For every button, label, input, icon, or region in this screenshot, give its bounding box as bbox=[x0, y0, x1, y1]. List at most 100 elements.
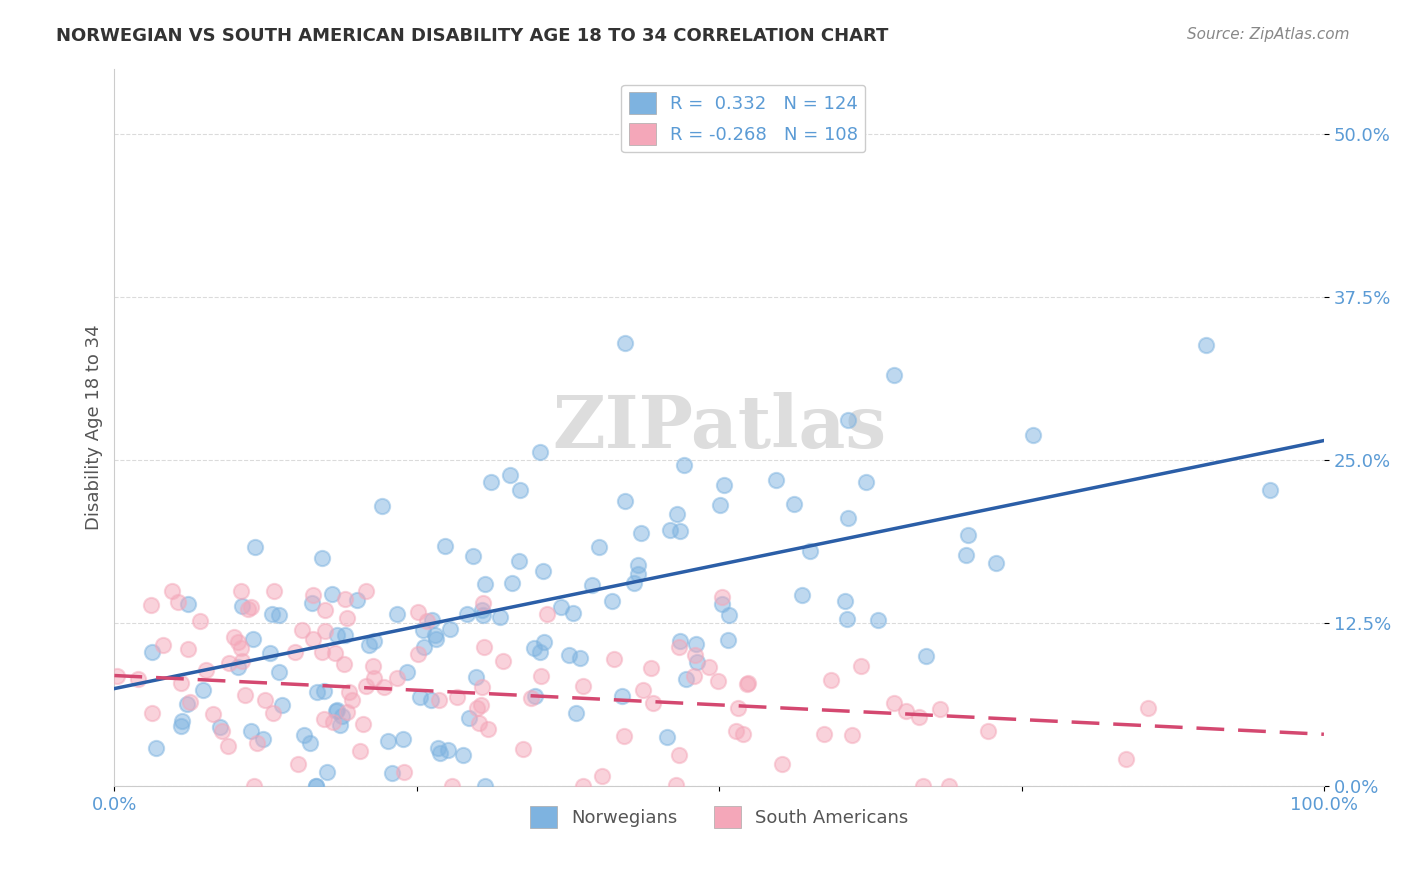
Point bbox=[315, 765, 337, 780]
Point bbox=[783, 497, 806, 511]
Point bbox=[291, 623, 314, 637]
Point bbox=[325, 704, 347, 718]
Point bbox=[336, 705, 359, 719]
Point bbox=[226, 660, 249, 674]
Point bbox=[894, 704, 917, 718]
Point bbox=[392, 765, 415, 780]
Point bbox=[145, 740, 167, 755]
Point bbox=[322, 715, 344, 730]
Point bbox=[682, 669, 704, 683]
Point bbox=[710, 597, 733, 611]
Point bbox=[1115, 752, 1137, 766]
Point bbox=[957, 527, 980, 541]
Text: ZIPatlas: ZIPatlas bbox=[553, 392, 886, 463]
Point bbox=[613, 729, 636, 743]
Point bbox=[423, 628, 446, 642]
Point bbox=[472, 608, 495, 623]
Point bbox=[717, 633, 740, 648]
Point bbox=[426, 741, 449, 756]
Point bbox=[339, 685, 361, 699]
Point bbox=[425, 632, 447, 646]
Point bbox=[323, 646, 346, 660]
Point bbox=[471, 602, 494, 616]
Point bbox=[588, 540, 610, 554]
Point bbox=[233, 688, 256, 702]
Text: NORWEGIAN VS SOUTH AMERICAN DISABILITY AGE 18 TO 34 CORRELATION CHART: NORWEGIAN VS SOUTH AMERICAN DISABILITY A… bbox=[56, 27, 889, 45]
Point bbox=[429, 746, 451, 760]
Point bbox=[436, 743, 458, 757]
Point bbox=[572, 679, 595, 693]
Point bbox=[242, 632, 264, 646]
Point bbox=[170, 718, 193, 732]
Point bbox=[229, 640, 252, 655]
Point bbox=[385, 671, 408, 685]
Point bbox=[141, 645, 163, 659]
Point bbox=[302, 632, 325, 646]
Y-axis label: Disability Age 18 to 34: Disability Age 18 to 34 bbox=[86, 325, 103, 531]
Point bbox=[377, 733, 399, 747]
Point bbox=[267, 665, 290, 680]
Point bbox=[610, 689, 633, 703]
Point bbox=[498, 468, 520, 483]
Point bbox=[470, 698, 492, 712]
Point bbox=[329, 718, 352, 732]
Point bbox=[243, 540, 266, 554]
Point bbox=[630, 525, 652, 540]
Point bbox=[508, 554, 530, 568]
Point bbox=[614, 494, 637, 508]
Point bbox=[336, 611, 359, 625]
Point bbox=[301, 596, 323, 610]
Point bbox=[263, 583, 285, 598]
Legend: Norwegians, South Americans: Norwegians, South Americans bbox=[523, 798, 915, 835]
Point bbox=[357, 638, 380, 652]
Point bbox=[169, 676, 191, 690]
Point bbox=[305, 780, 328, 794]
Point bbox=[413, 640, 436, 654]
Point bbox=[352, 716, 374, 731]
Point bbox=[463, 549, 485, 563]
Point bbox=[340, 693, 363, 707]
Point bbox=[311, 551, 333, 566]
Point bbox=[468, 716, 491, 731]
Point bbox=[529, 444, 551, 458]
Point bbox=[849, 659, 872, 673]
Point bbox=[246, 736, 269, 750]
Point bbox=[231, 583, 253, 598]
Point bbox=[218, 656, 240, 670]
Point bbox=[361, 659, 384, 673]
Point bbox=[571, 780, 593, 794]
Point bbox=[363, 671, 385, 685]
Point bbox=[986, 556, 1008, 570]
Point bbox=[1195, 338, 1218, 352]
Point bbox=[841, 728, 863, 742]
Point bbox=[792, 588, 814, 602]
Point bbox=[305, 780, 328, 794]
Point bbox=[269, 608, 291, 623]
Point bbox=[855, 475, 877, 489]
Point bbox=[299, 736, 322, 750]
Point bbox=[602, 594, 624, 608]
Point bbox=[868, 614, 890, 628]
Point bbox=[141, 599, 163, 613]
Point bbox=[735, 677, 758, 691]
Point bbox=[725, 723, 748, 738]
Point bbox=[685, 637, 707, 651]
Point bbox=[312, 713, 335, 727]
Point bbox=[565, 706, 588, 720]
Point bbox=[371, 499, 394, 513]
Point bbox=[333, 628, 356, 642]
Point bbox=[262, 706, 284, 720]
Point bbox=[477, 723, 499, 737]
Point bbox=[170, 714, 193, 728]
Point bbox=[523, 640, 546, 655]
Point bbox=[105, 669, 128, 683]
Point bbox=[665, 778, 688, 792]
Point bbox=[472, 596, 495, 610]
Point bbox=[524, 689, 547, 703]
Point bbox=[512, 741, 534, 756]
Point bbox=[737, 676, 759, 690]
Point bbox=[834, 594, 856, 608]
Point bbox=[349, 744, 371, 758]
Point bbox=[550, 599, 572, 614]
Point bbox=[883, 696, 905, 710]
